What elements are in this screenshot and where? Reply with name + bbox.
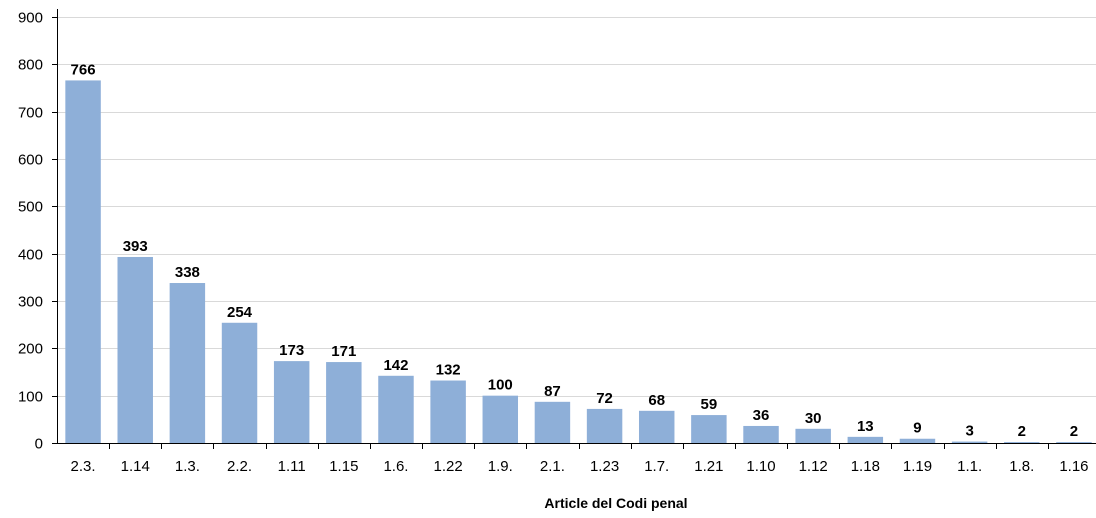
x-tick-label: 1.1. xyxy=(957,458,982,475)
data-label: 72 xyxy=(596,390,613,407)
y-tick-label: 300 xyxy=(18,294,43,311)
x-tick-label: 1.10 xyxy=(746,458,775,475)
bar xyxy=(743,425,779,443)
x-tick-label: 2.3. xyxy=(71,458,96,475)
data-label: 100 xyxy=(488,377,513,394)
x-tick-label: 1.19 xyxy=(903,458,932,475)
data-label: 13 xyxy=(857,418,874,435)
data-label: 254 xyxy=(227,304,253,321)
bar xyxy=(1004,442,1040,443)
x-tick-label: 1.12 xyxy=(799,458,828,475)
y-tick-label: 100 xyxy=(18,389,43,406)
x-tick-label: 1.23 xyxy=(590,458,619,475)
y-tick-label: 500 xyxy=(18,199,43,216)
data-label: 9 xyxy=(913,420,921,437)
data-label: 36 xyxy=(753,407,770,424)
data-label: 766 xyxy=(71,61,96,78)
y-tick-label: 800 xyxy=(18,57,43,74)
bar xyxy=(586,408,623,443)
bar xyxy=(273,361,310,443)
data-label: 2 xyxy=(1018,423,1026,440)
data-label: 87 xyxy=(544,383,561,400)
y-tick-label: 600 xyxy=(18,152,43,169)
y-tick-label: 900 xyxy=(18,10,43,27)
bars xyxy=(65,80,1092,443)
x-tick-label: 1.18 xyxy=(851,458,880,475)
data-label: 173 xyxy=(279,342,304,359)
y-tick-label: 400 xyxy=(18,247,43,264)
data-label: 68 xyxy=(648,392,665,409)
data-label: 3 xyxy=(965,423,973,440)
bar xyxy=(482,395,519,443)
x-tick-label: 1.15 xyxy=(329,458,358,475)
x-tick-label: 1.22 xyxy=(434,458,463,475)
bar xyxy=(795,428,831,443)
x-tick-label: 2.2. xyxy=(227,458,252,475)
y-tick-label: 0 xyxy=(35,436,43,453)
bar xyxy=(169,283,206,443)
x-tick-label: 1.16 xyxy=(1059,458,1088,475)
bar xyxy=(326,362,362,443)
y-axis-ticks: 0 100 200 300 400 500 600 700 800 900 xyxy=(18,10,57,453)
bar xyxy=(847,436,884,443)
x-tick-label: 1.8. xyxy=(1009,458,1034,475)
bar xyxy=(221,322,258,443)
bar xyxy=(1056,442,1092,443)
data-label: 393 xyxy=(123,238,148,255)
bar xyxy=(65,80,101,443)
data-label: 338 xyxy=(175,264,200,281)
bar xyxy=(534,401,571,443)
x-tick-label: 1.21 xyxy=(694,458,723,475)
x-tick-label: 1.9. xyxy=(488,458,513,475)
x-tick-label: 2.1. xyxy=(540,458,565,475)
x-tick-label: 1.6. xyxy=(383,458,408,475)
data-label: 30 xyxy=(805,410,822,427)
bar xyxy=(430,380,466,443)
bar xyxy=(638,410,675,443)
y-tick-label: 200 xyxy=(18,341,43,358)
data-label: 132 xyxy=(436,362,461,379)
x-tick-label: 1.11 xyxy=(278,458,306,475)
x-tick-label: 1.7. xyxy=(644,458,669,475)
data-label: 59 xyxy=(701,396,718,413)
gridlines xyxy=(57,17,1096,397)
x-tick-label: 1.3. xyxy=(175,458,200,475)
bar xyxy=(378,375,414,443)
y-tick-label: 700 xyxy=(18,105,43,122)
x-axis-title: Article del Codi penal xyxy=(544,495,687,511)
bar xyxy=(899,438,936,443)
bar xyxy=(951,441,988,443)
data-label: 142 xyxy=(383,357,408,374)
axes xyxy=(57,9,1096,444)
x-axis-ticks: 2.3. 1.14 1.3. 2.2. 1.11 1.15 1.6. 1.22 1.9. 2.1.… xyxy=(71,443,1089,475)
bar xyxy=(691,415,727,443)
bar xyxy=(117,256,153,443)
x-tick-label: 1.14 xyxy=(121,458,150,475)
data-label: 171 xyxy=(331,343,356,360)
data-label: 2 xyxy=(1070,423,1078,440)
